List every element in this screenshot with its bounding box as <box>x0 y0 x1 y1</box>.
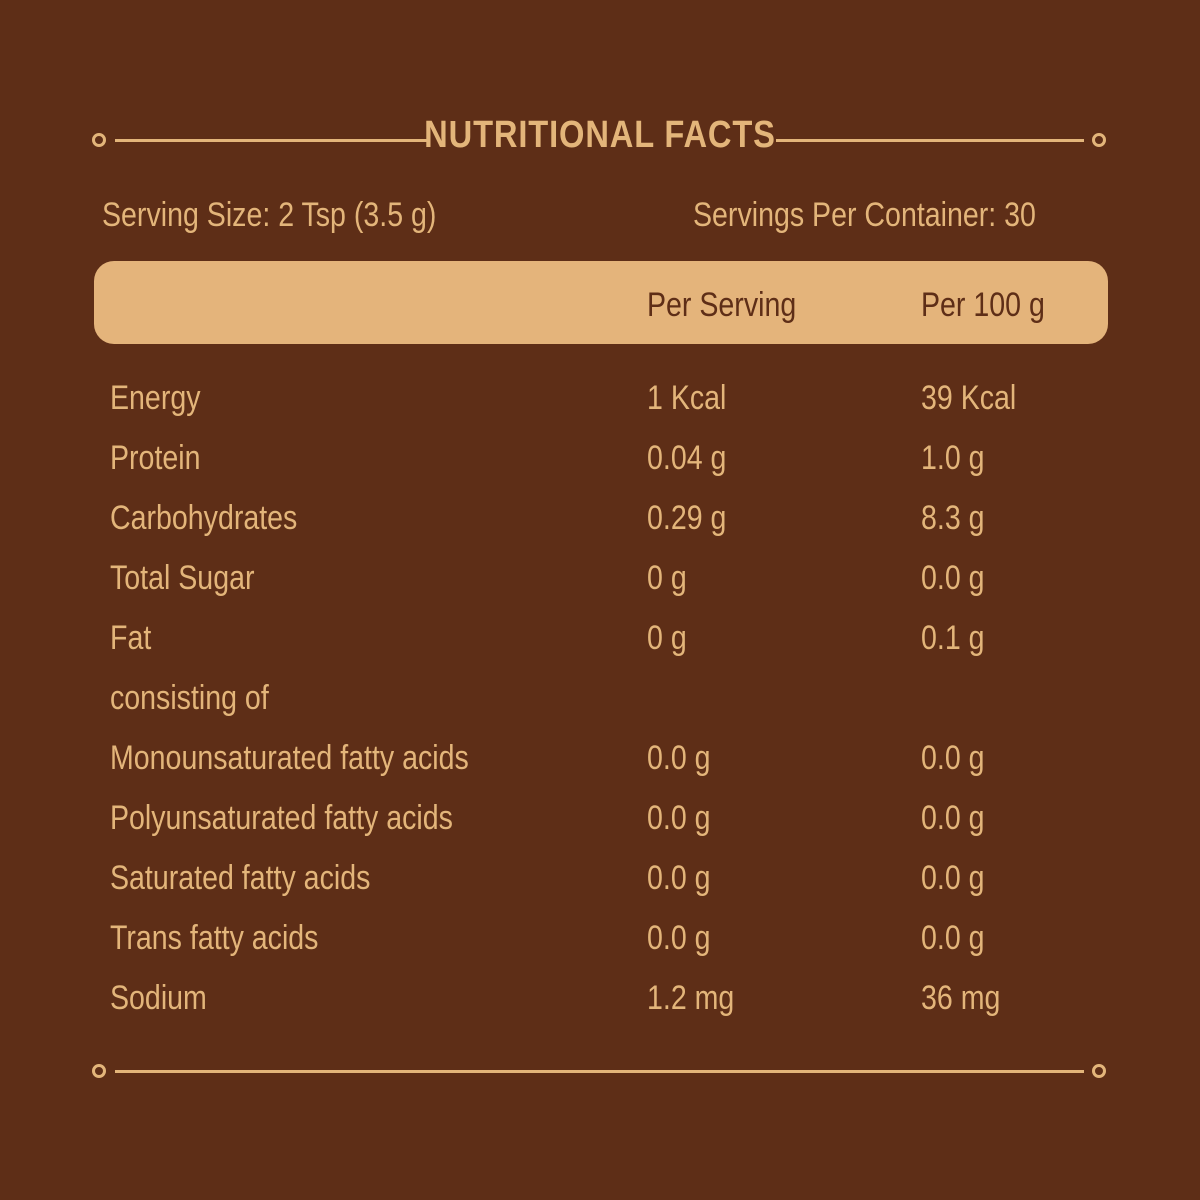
nutrient-name: Polyunsaturated fatty acids <box>110 799 453 837</box>
table-row: Fat 0 g 0.1 g <box>0 610 1200 670</box>
serving-size: Serving Size: 2 Tsp (3.5 g) <box>102 196 437 234</box>
nutrient-name: Monounsaturated fatty acids <box>110 739 469 777</box>
column-header-per-serving: Per Serving <box>647 286 797 324</box>
per-serving-value: 0.04 g <box>647 439 727 477</box>
nutrient-name: consisting of <box>110 679 269 717</box>
per-serving-value: 0 g <box>647 559 687 597</box>
per-serving-value: 0.0 g <box>647 859 711 897</box>
nutrient-name: Sodium <box>110 979 207 1017</box>
top-right-ring-ornament <box>1092 133 1106 147</box>
per-serving-value: 1.2 mg <box>647 979 735 1017</box>
per-100g-value: 39 Kcal <box>921 379 1017 417</box>
table-row: Sodium 1.2 mg 36 mg <box>0 970 1200 1030</box>
table-row: Protein 0.04 g 1.0 g <box>0 430 1200 490</box>
top-left-ring-ornament <box>92 133 106 147</box>
table-row: Carbohydrates 0.29 g 8.3 g <box>0 490 1200 550</box>
table-row: Total Sugar 0 g 0.0 g <box>0 550 1200 610</box>
page-title: NUTRITIONAL FACTS <box>424 114 776 156</box>
per-serving-value: 0.0 g <box>647 799 711 837</box>
table-row: Polyunsaturated fatty acids 0.0 g 0.0 g <box>0 790 1200 850</box>
per-serving-value: 0.0 g <box>647 919 711 957</box>
per-serving-value: 0.0 g <box>647 739 711 777</box>
top-left-rule <box>115 139 429 142</box>
table-header-band <box>94 261 1108 344</box>
per-serving-value: 0 g <box>647 619 687 657</box>
per-100g-value: 36 mg <box>921 979 1001 1017</box>
per-100g-value: 0.0 g <box>921 739 985 777</box>
per-serving-value: 0.29 g <box>647 499 727 537</box>
nutrient-name: Trans fatty acids <box>110 919 319 957</box>
per-serving-value: 1 Kcal <box>647 379 727 417</box>
column-header-per-100g: Per 100 g <box>921 286 1045 324</box>
bottom-rule <box>115 1070 1084 1073</box>
nutrient-name: Protein <box>110 439 201 477</box>
table-row: consisting of <box>0 670 1200 730</box>
top-right-rule <box>776 139 1084 142</box>
nutrient-table: Energy 1 Kcal 39 Kcal Protein 0.04 g 1.0… <box>0 370 1200 1030</box>
nutrient-name: Total Sugar <box>110 559 255 597</box>
table-row: Energy 1 Kcal 39 Kcal <box>0 370 1200 430</box>
table-row: Saturated fatty acids 0.0 g 0.0 g <box>0 850 1200 910</box>
per-100g-value: 8.3 g <box>921 499 985 537</box>
per-100g-value: 0.0 g <box>921 919 985 957</box>
bottom-right-ring-ornament <box>1092 1064 1106 1078</box>
table-row: Monounsaturated fatty acids 0.0 g 0.0 g <box>0 730 1200 790</box>
per-100g-value: 0.0 g <box>921 559 985 597</box>
nutrient-name: Saturated fatty acids <box>110 859 371 897</box>
nutrient-name: Carbohydrates <box>110 499 298 537</box>
servings-per-container: Servings Per Container: 30 <box>693 196 1036 234</box>
per-100g-value: 0.1 g <box>921 619 985 657</box>
per-100g-value: 0.0 g <box>921 799 985 837</box>
per-100g-value: 0.0 g <box>921 859 985 897</box>
table-row: Trans fatty acids 0.0 g 0.0 g <box>0 910 1200 970</box>
nutrient-name: Energy <box>110 379 201 417</box>
bottom-left-ring-ornament <box>92 1064 106 1078</box>
per-100g-value: 1.0 g <box>921 439 985 477</box>
nutrient-name: Fat <box>110 619 152 657</box>
